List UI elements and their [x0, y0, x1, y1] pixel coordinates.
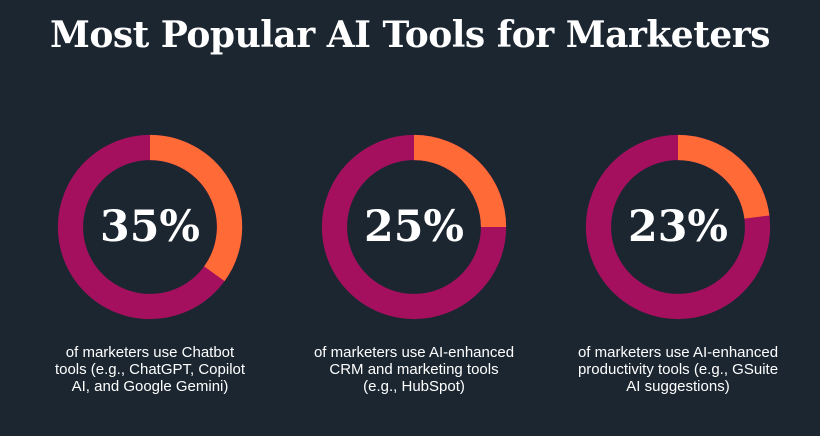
stat-chatbot-tools: 35% of marketers use Chatbot tools (e.g.…: [40, 130, 260, 395]
stat-productivity-tools: 23% of marketers use AI-enhanced product…: [568, 130, 788, 395]
stat-caption: of marketers use AI-enhanced productivit…: [577, 344, 779, 395]
donut-segment: [413, 134, 507, 228]
donut-chart: 23%: [585, 134, 771, 320]
donut-chart: 35%: [57, 134, 243, 320]
donut-segment: [149, 134, 243, 282]
donut-segment: [677, 134, 770, 220]
stat-caption: of marketers use Chatbot tools (e.g., Ch…: [54, 344, 246, 395]
percentage-value: 25%: [364, 202, 464, 252]
percentage-value: 35%: [100, 202, 200, 252]
percentage-value: 23%: [628, 202, 728, 252]
stat-caption: of marketers use AI-enhanced CRM and mar…: [313, 344, 515, 395]
donut-chart: 25%: [321, 134, 507, 320]
stat-crm-tools: 25% of marketers use AI-enhanced CRM and…: [304, 130, 524, 395]
page-title: Most Popular AI Tools for Marketers: [50, 14, 770, 56]
